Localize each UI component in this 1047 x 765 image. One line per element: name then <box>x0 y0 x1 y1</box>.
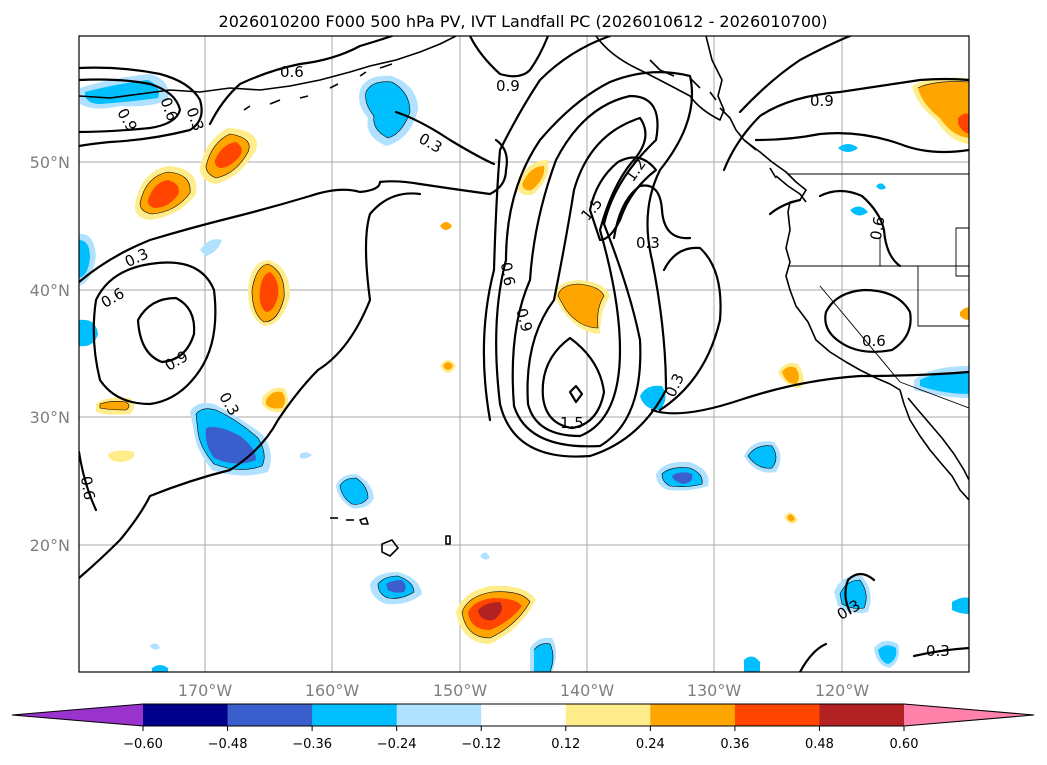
pv-patch <box>838 144 858 152</box>
pv-contours <box>79 36 969 672</box>
pv-patch <box>478 602 502 621</box>
pv-anomaly-outlines <box>99 81 969 672</box>
colorbar-extend-max <box>904 704 1034 726</box>
contour-label: 0.6 <box>77 475 99 502</box>
pv-patch <box>443 362 453 370</box>
pv-patch <box>960 307 969 320</box>
pv-patch <box>787 514 795 522</box>
pv-patch <box>876 183 886 190</box>
colorbar-tick-label: 0.12 <box>551 737 580 752</box>
pv-patch <box>100 401 129 410</box>
colorbar-tick-label: 0.24 <box>636 737 665 752</box>
lon-label: 120°W <box>815 681 870 700</box>
lon-label: 130°W <box>687 681 742 700</box>
colorbar-segment <box>650 704 736 726</box>
pv-patch <box>214 142 242 168</box>
political-borders <box>788 173 969 409</box>
pv-patch <box>108 450 135 462</box>
lat-label: 20°N <box>30 536 70 555</box>
pv-patch <box>152 665 168 672</box>
colorbar-tick-label: 0.60 <box>890 737 919 752</box>
pv-patch <box>300 452 312 459</box>
pv-patch <box>147 180 179 208</box>
colorbar-segment <box>819 704 905 726</box>
lat-label: 30°N <box>30 408 70 427</box>
colorbar-segment <box>481 704 567 726</box>
pv-patch <box>79 240 90 278</box>
pv-patch <box>340 478 368 505</box>
colorbar: −0.60 −0.48 −0.36 −0.24 −0.12 0.12 0.24 0.36 0.4… <box>11 703 1035 752</box>
colorbar-extend-min <box>12 704 143 726</box>
pv-patch <box>266 391 285 409</box>
pv-patch <box>200 239 222 256</box>
pv-patch <box>782 366 799 384</box>
contour-label: 0.9 <box>496 77 520 95</box>
pv-patch <box>534 643 553 672</box>
colorbar-segment <box>227 704 313 726</box>
contour-label: 0.6 <box>280 63 304 81</box>
pv-patch <box>952 597 969 614</box>
pv-patch <box>386 580 406 593</box>
lon-label: 140°W <box>560 681 615 700</box>
colorbar-segment <box>396 704 482 726</box>
colorbar-tick-label: 0.48 <box>805 737 834 752</box>
lon-labels: 170°W 160°W 150°W 140°W 130°W 120°W <box>178 681 870 700</box>
pv-patch <box>878 645 897 664</box>
contour-label: 0.3 <box>926 642 950 660</box>
pv-patch <box>365 81 410 138</box>
lon-label: 150°W <box>433 681 488 700</box>
pv-patch <box>920 372 969 394</box>
contour-label: 0.9 <box>810 92 834 110</box>
colorbar-segment <box>565 704 651 726</box>
lon-label: 170°W <box>178 681 233 700</box>
map-area: 0.6 0.9 0.9 0.6 0.3 0.3 1.5 1.2 0.3 0.9 … <box>77 36 969 672</box>
colorbar-tick-label: 0.36 <box>720 737 749 752</box>
pv-patch <box>480 552 490 560</box>
colorbar-tick-label: −0.12 <box>461 737 501 752</box>
contour-label: 0.6 <box>497 261 519 288</box>
contour-label: 0.3 <box>636 234 660 252</box>
pv-patch <box>744 656 760 672</box>
colorbar-segment <box>734 704 820 726</box>
contour-label: 0.6 <box>867 215 889 242</box>
pv-patch <box>259 272 279 312</box>
lat-label: 50°N <box>30 153 70 172</box>
pv-patch <box>522 166 545 191</box>
colorbar-segment <box>143 704 229 726</box>
colorbar-tick-label: −0.24 <box>377 737 417 752</box>
contour-label: 0.9 <box>512 306 536 334</box>
pv-patch <box>558 284 604 328</box>
pv-patch <box>918 81 969 138</box>
pv-patch <box>958 113 969 134</box>
lat-labels: 50°N 40°N 30°N 20°N <box>30 153 70 555</box>
map-title: 2026010200 F000 500 hPa PV, IVT Landfall… <box>219 12 828 31</box>
colorbar-segment <box>312 704 398 726</box>
colorbar-tick-label: −0.48 <box>208 737 248 752</box>
pv-patch <box>850 206 868 216</box>
contour-label: 0.6 <box>862 332 886 350</box>
colorbar-tick-label: −0.60 <box>123 737 163 752</box>
pv-patch <box>672 472 693 484</box>
pv-patch <box>205 427 256 464</box>
lat-label: 40°N <box>30 281 70 300</box>
pv-patch <box>440 222 452 230</box>
colorbar-tick-label: −0.36 <box>292 737 332 752</box>
lon-label: 160°W <box>305 681 360 700</box>
contour-label: 1.5 <box>560 414 584 432</box>
pv-patch <box>748 445 776 469</box>
pv-patch <box>150 643 160 650</box>
map-frame <box>78 35 970 673</box>
